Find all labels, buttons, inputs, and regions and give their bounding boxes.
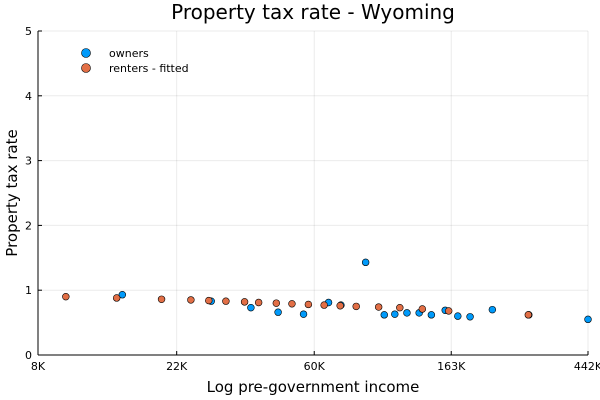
owners-point bbox=[427, 311, 436, 319]
y-tick-label: 3 bbox=[25, 155, 32, 168]
chart-title: Property tax rate - Wyoming bbox=[171, 0, 455, 24]
x-ticks: 8K 22K 60K 163K 442K bbox=[31, 351, 600, 373]
y-tick-label: 4 bbox=[25, 90, 32, 103]
grid bbox=[37, 30, 589, 356]
legend-marker-renters bbox=[81, 63, 91, 73]
x-axis-title: Log pre-government income bbox=[207, 378, 420, 396]
owners-point bbox=[391, 310, 399, 318]
owners-point bbox=[118, 291, 127, 299]
renters-point bbox=[418, 305, 427, 313]
series-owners bbox=[118, 258, 592, 324]
renters-point bbox=[288, 300, 296, 308]
x-tick-label: 22K bbox=[166, 360, 188, 373]
renters-point bbox=[444, 307, 453, 315]
data-points bbox=[62, 258, 592, 324]
renters-point bbox=[352, 302, 360, 311]
y-axis-title: Property tax rate bbox=[3, 129, 21, 256]
owners-point bbox=[361, 258, 370, 267]
legend-label-renters: renters - fitted bbox=[109, 62, 189, 75]
renters-point bbox=[62, 292, 70, 301]
renters-point bbox=[304, 300, 313, 309]
owners-point bbox=[466, 313, 474, 321]
y-tick-label: 5 bbox=[25, 25, 32, 38]
renters-point bbox=[254, 298, 263, 307]
owners-point bbox=[584, 315, 592, 324]
legend-marker-owners bbox=[81, 48, 91, 58]
renters-point bbox=[222, 297, 230, 305]
renters-point bbox=[320, 301, 328, 309]
x-tick-label: 8K bbox=[31, 360, 46, 373]
legend-label-owners: owners bbox=[109, 47, 149, 60]
y-tick-label: 0 bbox=[25, 349, 32, 362]
owners-point bbox=[299, 310, 308, 318]
owners-point bbox=[403, 309, 411, 317]
renters-point bbox=[112, 294, 121, 302]
owners-point bbox=[488, 305, 497, 314]
renters-point bbox=[187, 296, 195, 304]
renters-point bbox=[272, 299, 281, 307]
legend: owners renters - fitted bbox=[81, 47, 189, 75]
axes bbox=[37, 31, 588, 356]
x-tick-label: 60K bbox=[304, 360, 326, 373]
renters-point bbox=[524, 311, 533, 319]
owners-point bbox=[380, 311, 388, 319]
x-tick-label: 163K bbox=[437, 360, 466, 373]
series-renters bbox=[62, 292, 533, 319]
x-tick-label: 442K bbox=[574, 360, 600, 373]
y-ticks: 0 1 2 3 4 5 bbox=[25, 25, 42, 362]
owners-point bbox=[247, 303, 255, 312]
owners-point bbox=[454, 312, 462, 320]
renters-point bbox=[157, 295, 166, 303]
renters-point bbox=[205, 296, 213, 305]
renters-point bbox=[396, 303, 404, 312]
owners-point bbox=[274, 308, 282, 316]
y-tick-label: 2 bbox=[25, 219, 32, 232]
y-tick-label: 1 bbox=[25, 284, 32, 297]
renters-point bbox=[240, 298, 249, 306]
renters-point bbox=[336, 302, 344, 310]
renters-point bbox=[374, 303, 383, 311]
